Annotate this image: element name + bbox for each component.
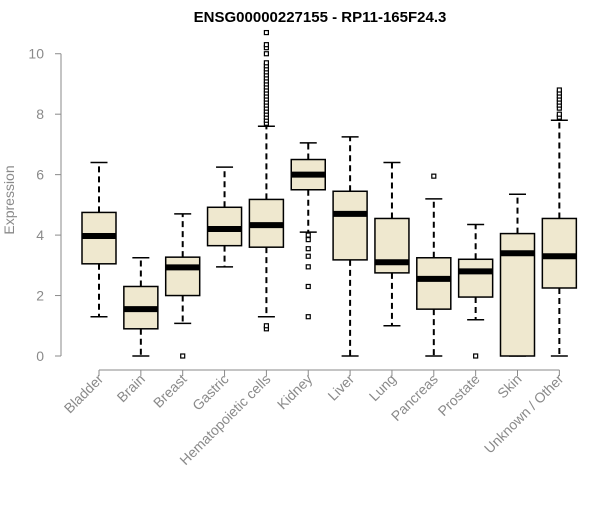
outlier-point	[305, 246, 311, 252]
y-axis-label: Expression	[1, 165, 17, 234]
outlier-point	[263, 29, 269, 36]
iqr-box	[541, 217, 578, 289]
x-tick-label: Prostate	[435, 371, 483, 419]
outlier-point	[473, 353, 479, 359]
outlier-point	[263, 60, 269, 66]
x-tick-label: Skin	[494, 371, 525, 402]
x-tick-label: Pancreas	[388, 371, 441, 424]
box-group	[332, 136, 368, 357]
box-group	[164, 213, 201, 359]
iqr-box	[416, 257, 452, 310]
y-tick-label: 2	[36, 288, 44, 304]
box-group	[290, 142, 326, 320]
y-tick-label: 8	[36, 106, 44, 122]
outlier-point	[180, 353, 186, 359]
x-tick-label: Liver	[324, 371, 357, 404]
outlier-point	[263, 51, 269, 57]
chart-title: ENSG00000227155 - RP11-165F24.3	[194, 9, 447, 26]
y-tick-label: 4	[36, 227, 44, 243]
outlier-point	[305, 232, 311, 238]
x-tick-label: Brain	[114, 371, 148, 405]
iqr-box	[164, 256, 201, 297]
x-tick-label: Lung	[366, 371, 399, 404]
box-group	[416, 173, 452, 357]
x-tick-label: Unknown / Other	[481, 371, 567, 457]
x-tick-label: Kidney	[274, 371, 316, 413]
box-group	[81, 161, 117, 318]
y-tick-label: 6	[36, 167, 44, 183]
y-tick-label: 0	[36, 348, 44, 364]
outlier-point	[556, 87, 562, 93]
outlier-point	[263, 42, 269, 48]
outlier-point	[305, 283, 311, 290]
outlier-point	[556, 111, 562, 117]
outlier-point	[431, 173, 437, 179]
iqr-box	[457, 258, 494, 298]
x-tick-label: Breast	[150, 371, 190, 411]
outlier-point	[305, 264, 311, 270]
box-group	[374, 161, 410, 327]
y-axis: 0 2 4 6 8 10	[28, 46, 62, 364]
y-tick-label: 10	[28, 46, 44, 62]
box-group	[206, 166, 243, 268]
plot-area	[81, 29, 578, 359]
box-group	[541, 87, 578, 357]
outlier-point	[305, 314, 311, 320]
box-group	[123, 257, 159, 357]
outlier-point	[263, 323, 269, 329]
x-tick-label: Bladder	[61, 371, 107, 417]
outlier-point	[305, 237, 311, 243]
outlier-point	[305, 253, 311, 259]
box-group	[248, 29, 285, 332]
box-group	[457, 223, 494, 359]
iqr-box	[332, 190, 368, 261]
box-group	[499, 193, 536, 357]
